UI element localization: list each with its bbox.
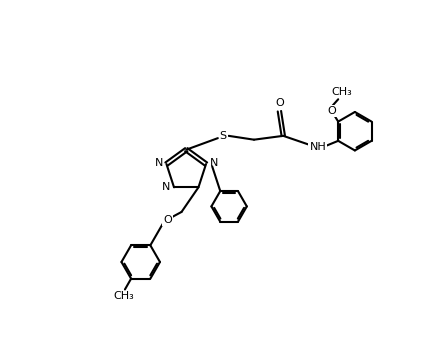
Text: CH₃: CH₃ [331, 87, 352, 97]
Text: NH: NH [310, 142, 326, 152]
Text: O: O [327, 106, 336, 116]
Text: N: N [154, 157, 163, 168]
Text: S: S [219, 131, 227, 141]
Text: N: N [162, 182, 170, 192]
Text: N: N [210, 157, 218, 168]
Text: CH₃: CH₃ [113, 291, 134, 302]
Text: O: O [275, 98, 284, 109]
Text: O: O [163, 215, 172, 225]
